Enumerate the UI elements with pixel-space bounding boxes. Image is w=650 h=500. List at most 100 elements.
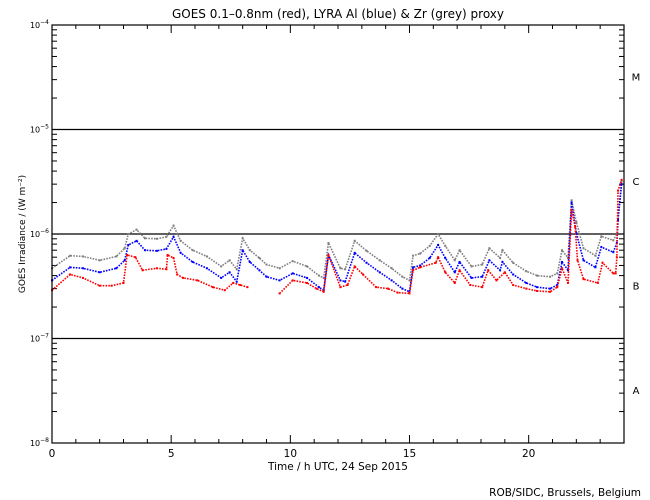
data-point — [488, 247, 491, 250]
y-tick-base: 10 — [30, 230, 40, 239]
data-point — [166, 253, 169, 256]
data-point — [317, 286, 320, 289]
data-point — [353, 265, 356, 268]
data-point — [582, 247, 585, 250]
data-point — [620, 178, 623, 181]
data-point — [228, 271, 231, 274]
data-point — [525, 281, 528, 284]
data-point — [419, 266, 422, 269]
data-point — [401, 275, 404, 278]
data-point — [98, 259, 101, 262]
data-point — [566, 281, 569, 284]
data-point — [81, 255, 84, 258]
y-tick-label: 10−6 — [30, 228, 49, 239]
data-point — [353, 251, 356, 254]
series-lyra-al-proxy — [51, 183, 623, 293]
x-tick-label: 5 — [168, 448, 175, 460]
series-line — [51, 184, 623, 293]
y-tick-label: 10−8 — [30, 437, 49, 448]
series-lyra-zr-proxy — [51, 180, 623, 282]
data-point — [123, 247, 126, 250]
data-point — [582, 278, 585, 281]
data-point — [620, 183, 623, 186]
data-point — [110, 284, 113, 287]
data-point — [344, 280, 347, 283]
y-tick-base: 10 — [30, 335, 40, 344]
data-point — [512, 261, 515, 264]
data-point — [322, 276, 325, 279]
data-point — [549, 275, 552, 278]
data-point — [495, 279, 498, 282]
data-point — [172, 235, 175, 238]
data-point — [434, 261, 437, 264]
data-point — [437, 243, 440, 246]
data-point — [315, 287, 318, 290]
data-point — [501, 249, 504, 252]
data-point — [291, 279, 294, 282]
y-tick-exponent: −5 — [40, 124, 49, 131]
data-point — [172, 224, 175, 227]
data-point — [69, 273, 72, 276]
data-point — [536, 286, 539, 289]
data-point — [412, 269, 415, 272]
data-point — [235, 280, 238, 283]
data-point — [444, 271, 447, 274]
data-point — [488, 259, 491, 262]
data-point — [248, 260, 251, 263]
data-point — [327, 253, 330, 256]
data-point — [196, 279, 199, 282]
data-point — [291, 272, 294, 275]
data-point — [127, 243, 130, 246]
data-point — [115, 267, 118, 270]
axis-ticks — [51, 25, 625, 444]
data-point — [561, 249, 564, 252]
data-point — [469, 284, 472, 287]
data-point — [561, 267, 564, 270]
data-point — [458, 249, 461, 252]
data-point — [444, 244, 447, 247]
data-point — [503, 271, 506, 274]
data-point — [339, 286, 342, 289]
data-point — [362, 273, 365, 276]
data-point — [525, 270, 528, 273]
data-point — [278, 267, 281, 270]
y-tick-exponent: −7 — [40, 333, 49, 340]
data-point — [561, 260, 564, 263]
data-point — [612, 239, 615, 242]
data-point — [601, 261, 604, 264]
data-point — [470, 265, 473, 268]
data-point — [412, 254, 415, 257]
data-point — [228, 259, 231, 262]
data-point — [155, 237, 158, 240]
y-tick-label: 10−4 — [30, 19, 49, 30]
data-point — [437, 233, 440, 235]
data-point — [278, 279, 281, 282]
data-point — [556, 286, 559, 289]
data-point — [165, 268, 168, 271]
data-point — [205, 255, 208, 258]
data-point — [291, 260, 294, 263]
series-line — [279, 179, 623, 295]
data-point — [612, 272, 615, 275]
data-point — [258, 256, 261, 259]
y-tick-base: 10 — [30, 439, 40, 448]
data-point — [512, 273, 515, 276]
data-point — [525, 287, 528, 290]
data-point — [499, 256, 502, 259]
data-point — [235, 268, 238, 271]
data-point — [575, 221, 578, 224]
data-point — [220, 265, 223, 268]
y-tick-exponent: −4 — [40, 19, 49, 26]
data-point — [322, 290, 325, 293]
data-point — [248, 249, 251, 252]
y-tick-base: 10 — [30, 21, 40, 30]
data-point — [576, 259, 579, 262]
data-point — [594, 254, 597, 257]
data-point — [155, 249, 158, 252]
data-point — [419, 252, 422, 255]
data-point — [566, 256, 569, 259]
data-point — [265, 263, 268, 266]
data-point — [536, 274, 539, 277]
y-tick-label: 10−5 — [30, 124, 49, 135]
data-point — [566, 269, 569, 272]
